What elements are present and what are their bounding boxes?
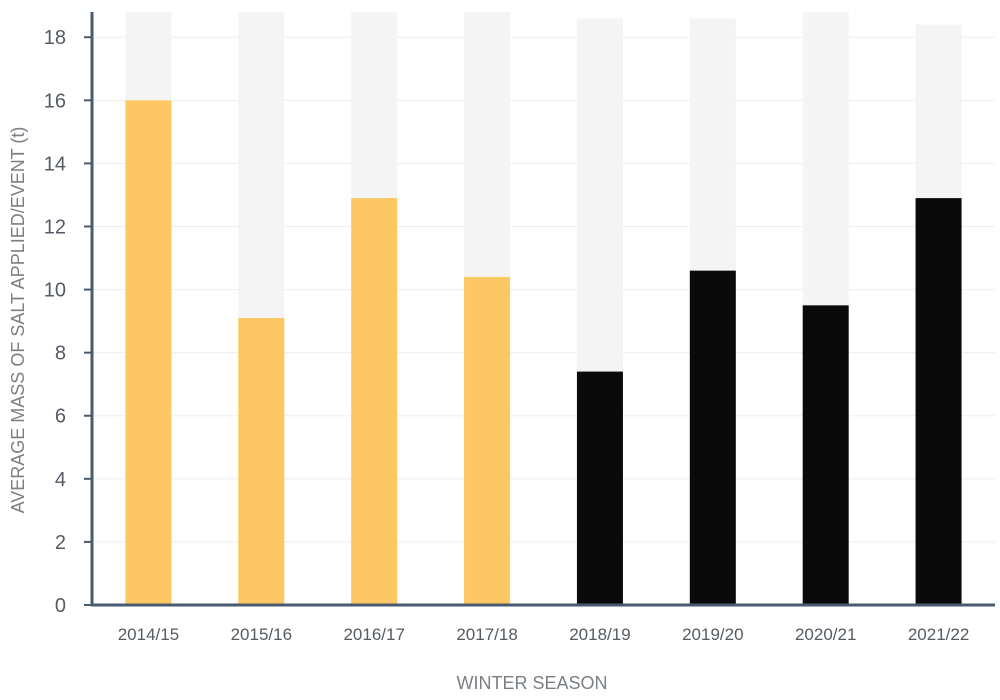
x-tick-label: 2019/20 xyxy=(682,625,743,644)
gridlines xyxy=(92,36,995,543)
x-tick-label: 2021/22 xyxy=(908,625,969,644)
y-tick-label: 12 xyxy=(44,216,66,238)
x-tick-label: 2016/17 xyxy=(343,625,404,644)
y-tick-label: 18 xyxy=(44,27,66,49)
x-tick-label: 2020/21 xyxy=(795,625,856,644)
y-tick-label: 0 xyxy=(55,595,66,617)
x-tick-label: 2015/16 xyxy=(231,625,292,644)
bar-2021-22 xyxy=(915,198,962,605)
y-tick-label: 6 xyxy=(55,406,66,428)
x-tick-label: 2018/19 xyxy=(569,625,630,644)
bar-2014-15 xyxy=(125,100,172,605)
y-tick-label: 16 xyxy=(44,90,66,112)
bar-2015-16 xyxy=(238,317,285,605)
x-tick-label: 2014/15 xyxy=(118,625,179,644)
x-tick-labels: 2014/15 2015/16 2016/17 2017/18 2018/19 2019/… xyxy=(118,625,970,644)
y-tick-label: 14 xyxy=(44,153,66,175)
bar-2017-18 xyxy=(464,276,511,605)
bar-2020-21 xyxy=(802,305,849,605)
y-tick-labels: 0 2 4 6 8 10 12 14 16 18 xyxy=(44,27,92,617)
y-tick-label: 2 xyxy=(55,532,66,554)
x-tick-label: 2017/18 xyxy=(456,625,517,644)
bar-2016-17 xyxy=(351,198,398,605)
bar-2018-19 xyxy=(576,371,623,605)
y-axis-title: AVERAGE MASS OF SALT APPLIED/EVENT (t) xyxy=(8,127,28,514)
y-tick-label: 10 xyxy=(44,280,66,302)
y-tick-label: 4 xyxy=(55,469,66,491)
bar-2019-20 xyxy=(689,270,736,605)
x-axis-title: WINTER SEASON xyxy=(456,673,607,693)
axes xyxy=(90,12,995,607)
data-bars xyxy=(125,100,962,605)
y-tick-label: 8 xyxy=(55,343,66,365)
